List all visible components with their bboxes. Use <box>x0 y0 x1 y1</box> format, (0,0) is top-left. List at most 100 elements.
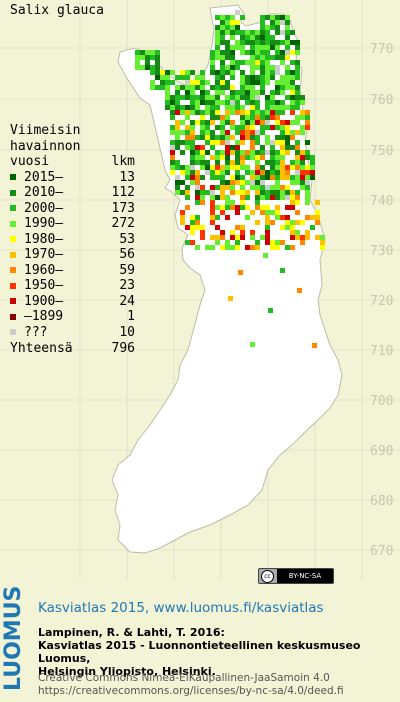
occurrence-square <box>260 40 265 45</box>
citation-line3: Helsingin Yliopisto, Helsinki. <box>38 665 216 678</box>
occurrence-square <box>260 150 265 155</box>
occurrence-square <box>245 110 250 115</box>
occurrence-square <box>265 140 270 145</box>
occurrence-square <box>250 210 255 215</box>
occurrence-square <box>150 65 155 70</box>
occurrence-square <box>205 140 210 145</box>
occurrence-square <box>285 80 290 85</box>
occurrence-square <box>210 95 215 100</box>
occurrence-square <box>230 110 235 115</box>
occurrence-square <box>290 80 295 85</box>
occurrence-square <box>175 135 180 140</box>
occurrence-square <box>170 105 175 110</box>
occurrence-square <box>260 30 265 35</box>
occurrence-square <box>275 195 280 200</box>
occurrence-square <box>230 125 235 130</box>
occurrence-square <box>240 180 245 185</box>
license-line2[interactable]: https://creativecommons.org/licenses/by-… <box>38 685 344 697</box>
occurrence-square <box>300 110 305 115</box>
occurrence-square <box>240 110 245 115</box>
occurrence-square <box>300 155 305 160</box>
occurrence-square <box>310 170 315 175</box>
occurrence-square <box>270 155 275 160</box>
occurrence-square <box>200 100 205 105</box>
occurrence-square <box>255 195 260 200</box>
occurrence-square <box>200 120 205 125</box>
occurrence-square <box>275 245 280 250</box>
occurrence-square <box>250 110 255 115</box>
occurrence-square <box>190 145 195 150</box>
occurrence-square <box>185 135 190 140</box>
legend-swatch <box>10 205 16 212</box>
occurrence-square <box>230 160 235 165</box>
occurrence-square <box>230 245 235 250</box>
legend-count: 173 <box>111 200 135 216</box>
occurrence-square <box>275 175 280 180</box>
occurrence-square <box>250 50 255 55</box>
occurrence-square <box>215 15 220 20</box>
occurrence-square <box>280 160 285 165</box>
occurrence-square <box>185 80 190 85</box>
occurrence-square <box>265 50 270 55</box>
occurrence-square <box>275 70 280 75</box>
occurrence-square <box>275 155 280 160</box>
occurrence-square <box>220 195 225 200</box>
y-tick-label: 730 <box>370 244 393 259</box>
occurrence-square <box>245 215 250 220</box>
occurrence-square <box>220 70 225 75</box>
occurrence-square <box>268 308 273 313</box>
occurrence-square <box>250 140 255 145</box>
occurrence-square <box>270 65 275 70</box>
occurrence-square <box>200 130 205 135</box>
occurrence-square <box>240 15 245 20</box>
occurrence-square <box>235 125 240 130</box>
occurrence-square <box>220 230 225 235</box>
occurrence-square <box>255 50 260 55</box>
cc-license-badge[interactable]: cc BY-NC-SA <box>258 568 334 584</box>
occurrence-square <box>145 65 150 70</box>
occurrence-square <box>155 50 160 55</box>
occurrence-square <box>290 95 295 100</box>
occurrence-square <box>245 95 250 100</box>
occurrence-square <box>245 35 250 40</box>
y-tick-label: 670 <box>370 544 393 559</box>
occurrence-square <box>215 45 220 50</box>
occurrence-square <box>210 135 215 140</box>
occurrence-square <box>265 100 270 105</box>
occurrence-square <box>220 180 225 185</box>
occurrence-square <box>195 245 200 250</box>
occurrence-square <box>155 60 160 65</box>
occurrence-square <box>255 75 260 80</box>
occurrence-square <box>255 240 260 245</box>
occurrence-square <box>275 40 280 45</box>
occurrence-square <box>170 130 175 135</box>
occurrence-square <box>185 165 190 170</box>
occurrence-square <box>185 105 190 110</box>
occurrence-square <box>215 185 220 190</box>
occurrence-square <box>175 140 180 145</box>
occurrence-square <box>200 135 205 140</box>
occurrence-square <box>280 85 285 90</box>
occurrence-square <box>180 190 185 195</box>
occurrence-square <box>175 90 180 95</box>
occurrence-square <box>155 55 160 60</box>
occurrence-square <box>285 140 290 145</box>
occurrence-square <box>295 190 300 195</box>
occurrence-square <box>200 225 205 230</box>
occurrence-square <box>215 105 220 110</box>
occurrence-square <box>255 175 260 180</box>
legend-swatch <box>10 282 16 289</box>
occurrence-square <box>245 195 250 200</box>
occurrence-square <box>225 145 230 150</box>
occurrence-square <box>210 145 215 150</box>
occurrence-square <box>265 115 270 120</box>
occurrence-square <box>190 120 195 125</box>
occurrence-square <box>155 75 160 80</box>
occurrence-square <box>180 210 185 215</box>
occurrence-square <box>280 55 285 60</box>
occurrence-square <box>285 70 290 75</box>
occurrence-square <box>230 90 235 95</box>
atlas-title-link[interactable]: Kasviatlas 2015, www.luomus.fi/kasviatla… <box>38 600 324 616</box>
occurrence-square <box>220 85 225 90</box>
occurrence-square <box>215 235 220 240</box>
